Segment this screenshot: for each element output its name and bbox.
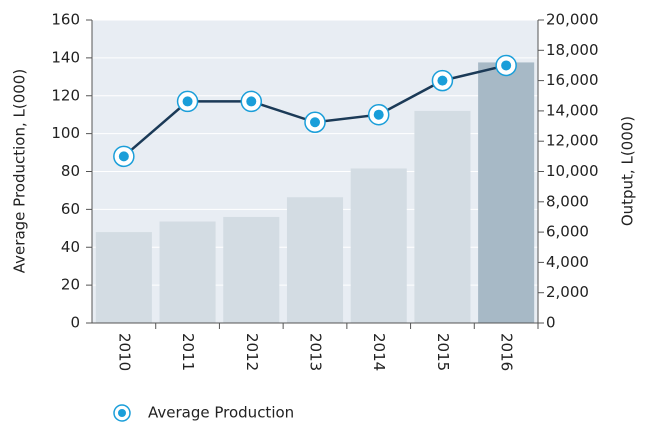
y-tick-label: 120 xyxy=(51,86,80,104)
bar xyxy=(95,232,152,323)
y2-axis-title: Output, L(000) xyxy=(619,116,637,226)
y-tick-label: 160 xyxy=(51,11,80,29)
y2-tick-label: 18,000 xyxy=(546,41,599,59)
x-tick-label: 2011 xyxy=(179,333,197,371)
bar xyxy=(223,216,280,323)
y2-tick-label: 0 xyxy=(546,314,556,332)
legend-marker-dot xyxy=(118,409,126,417)
y-tick-label: 20 xyxy=(61,276,80,294)
y2-tick-label: 14,000 xyxy=(546,101,599,119)
x-tick-label: 2012 xyxy=(243,333,261,371)
marker-dot xyxy=(437,75,448,86)
bar xyxy=(414,110,471,324)
y-tick-label: 0 xyxy=(70,314,80,332)
y-tick-label: 140 xyxy=(51,48,80,66)
x-tick-label: 2016 xyxy=(498,333,516,371)
bar xyxy=(159,221,216,323)
x-tick-label: 2013 xyxy=(307,333,325,371)
marker-dot xyxy=(373,109,384,120)
y2-tick-label: 8,000 xyxy=(546,192,589,210)
marker-dot xyxy=(182,96,193,107)
y-tick-label: 60 xyxy=(61,200,80,218)
y-tick-label: 80 xyxy=(61,162,80,180)
y2-tick-label: 12,000 xyxy=(546,132,599,150)
bar xyxy=(478,62,535,324)
y-tick-label: 40 xyxy=(61,238,80,256)
y2-tick-label: 10,000 xyxy=(546,162,599,180)
y2-tick-label: 6,000 xyxy=(546,223,589,241)
marker-dot xyxy=(246,96,257,107)
y2-tick-label: 20,000 xyxy=(546,11,599,29)
legend-label: Average Production xyxy=(148,404,294,422)
bar xyxy=(350,168,407,323)
marker-dot xyxy=(310,117,320,128)
y2-tick-label: 16,000 xyxy=(546,71,599,89)
y-tick-label: 100 xyxy=(51,124,80,142)
y2-tick-label: 4,000 xyxy=(546,253,589,271)
y-axis-title: Average Production, L(000) xyxy=(11,69,29,273)
x-tick-label: 2010 xyxy=(115,333,133,371)
marker-dot xyxy=(118,151,129,162)
x-tick-label: 2014 xyxy=(370,333,388,371)
y2-tick-label: 2,000 xyxy=(546,283,589,301)
x-tick-label: 2015 xyxy=(434,333,452,371)
marker-dot xyxy=(501,60,512,71)
bar xyxy=(286,197,344,323)
